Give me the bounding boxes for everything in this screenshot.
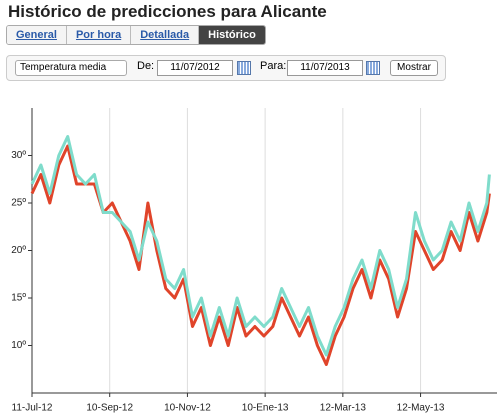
x-tick-label: 12-Mar-13 [320, 403, 367, 414]
x-tick-label: 11-Jul-12 [12, 403, 53, 414]
x-tick-label: 10-Nov-12 [164, 403, 211, 414]
tab-active[interactable]: Histórico [199, 26, 265, 44]
y-tick-label: 30º [11, 150, 26, 161]
y-tick-label: 20º [11, 245, 26, 256]
from-label: De: [137, 60, 155, 72]
tab[interactable]: Por hora [66, 26, 132, 44]
y-tick-label: 15º [11, 293, 26, 304]
to-label: Para: [260, 60, 287, 72]
from-input[interactable]: 11/07/2012 [157, 60, 233, 76]
tab[interactable]: General [7, 26, 67, 44]
x-tick-label: 10-Sep-12 [86, 403, 133, 414]
submit-button[interactable]: Mostrar [390, 60, 438, 76]
controls: Temperatura media De: 11/07/2012 Para: 1… [6, 55, 446, 81]
y-tick-label: 25º [11, 198, 26, 209]
page-title: Histórico de predicciones para Alicante [8, 2, 327, 21]
tabs: General Por hora Detallada Histórico [6, 25, 266, 45]
variable-select[interactable]: Temperatura media [15, 60, 127, 76]
calendar-icon[interactable] [366, 61, 380, 75]
data-line [30, 144, 491, 366]
data-line [30, 135, 491, 357]
tab[interactable]: Detallada [131, 26, 200, 44]
y-tick-label: 10º [11, 340, 26, 351]
x-tick-label: 10-Ene-13 [242, 403, 289, 414]
calendar-icon[interactable] [237, 61, 251, 75]
x-tick-label: 12-May-13 [397, 403, 445, 414]
to-input[interactable]: 11/07/2013 [287, 60, 363, 76]
chart: 11-Jul-12 10-Sep-12 10-Nov-12 10-Ene-13 12-M… [11, 108, 497, 414]
